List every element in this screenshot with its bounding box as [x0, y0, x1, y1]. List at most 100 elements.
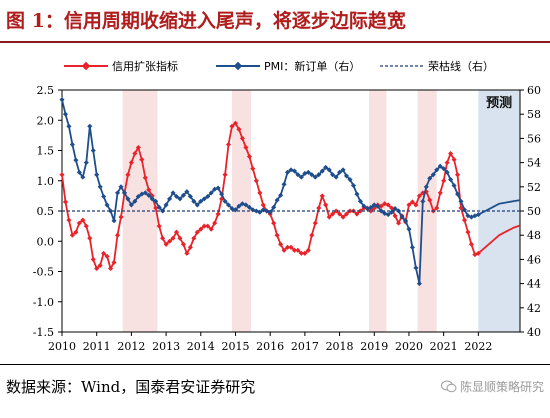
x-tick-label-8: 2018 [326, 340, 354, 353]
credit-point-96 [392, 213, 398, 219]
y-right-tick-label-1: 42 [527, 302, 541, 315]
credit-point-74 [316, 205, 322, 211]
credit-point-101 [409, 199, 415, 205]
x-tick-label-6: 2016 [256, 340, 284, 353]
pmi-point-112 [448, 176, 454, 183]
credit-point-9 [90, 256, 96, 262]
credit-point-7 [83, 223, 89, 229]
wechat-icon [440, 380, 457, 393]
pmi-point-39 [194, 202, 200, 208]
pmi-point-72 [309, 172, 315, 178]
credit-point-17 [118, 214, 124, 220]
credit-point-23 [139, 157, 145, 163]
credit-point-75 [319, 193, 325, 199]
credit-point-38 [191, 235, 197, 241]
pmi-point-94 [385, 212, 391, 218]
credit-point-43 [208, 226, 214, 232]
chart-legend: 信用扩张指标 PMI：新订单（右） 荣枯线（右） [0, 56, 550, 78]
pmi-point-85 [354, 191, 360, 197]
pmi-point-103 [416, 281, 422, 287]
pmi-point-9 [90, 147, 96, 154]
x-tick-label-10: 2020 [395, 340, 423, 353]
pmi-point-17 [118, 184, 124, 190]
credit-point-33 [173, 229, 180, 235]
pmi-point-68 [295, 172, 301, 178]
pmi-point-31 [167, 196, 173, 202]
credit-point-89 [368, 208, 374, 214]
credit-point-69 [298, 250, 304, 256]
pmi-point-15 [111, 218, 117, 224]
credit-point-61 [271, 220, 277, 226]
credit-point-31 [167, 238, 173, 244]
credit-point-70 [302, 250, 308, 256]
credit-point-35 [180, 241, 186, 247]
credit-point-28 [156, 223, 162, 229]
credit-point-86 [357, 208, 363, 214]
credit-point-34 [177, 235, 183, 241]
title-divider [0, 41, 550, 43]
y-left-tick-label-7: 2.0 [37, 114, 55, 127]
pmi-point-37 [187, 193, 193, 200]
pmi-point-7 [83, 160, 89, 166]
credit-point-5 [76, 220, 82, 226]
pmi-point-120 [475, 212, 481, 218]
credit-point-77 [326, 214, 332, 220]
credit-point-97 [396, 220, 402, 226]
credit-point-14 [108, 265, 114, 272]
x-tick-label-1: 2011 [83, 340, 111, 353]
x-tick-label-11: 2021 [430, 340, 458, 353]
y-right-tick-label-2: 44 [527, 278, 541, 291]
pmi-point-3 [69, 141, 75, 147]
watermark: 陈显顺策略研究 [440, 378, 544, 395]
credit-point-111 [444, 160, 450, 166]
credit-point-73 [312, 220, 318, 226]
credit-point-8 [87, 235, 93, 241]
y-right-tick-label-4: 48 [527, 229, 541, 242]
y-left-tick-label-3: 0.0 [37, 235, 55, 248]
y-right-tick-label-5: 50 [527, 205, 541, 218]
pmi-point-16 [115, 190, 121, 196]
pmi-point-13 [104, 202, 110, 208]
pmi-point-69 [298, 174, 304, 180]
legend-swatch-credit [64, 61, 108, 71]
pmi-point-110 [441, 166, 447, 172]
pmi-point-99 [402, 218, 409, 224]
pmi-point-1 [62, 111, 69, 117]
pmi-point-46 [219, 191, 225, 197]
legend-label-pmi: PMI：新订单（右） [264, 60, 361, 73]
credit-point-95 [389, 205, 395, 211]
legend-item-boom-bust: 荣枯线（右） [380, 58, 494, 74]
pmi-point-6 [80, 174, 86, 180]
pmi-point-0 [59, 97, 65, 103]
y-right-tick-label-8: 56 [527, 132, 541, 145]
credit-point-94 [385, 202, 391, 208]
pmi-point-33 [173, 193, 180, 200]
x-tick-label-9: 2019 [360, 340, 388, 353]
credit-point-51 [236, 126, 242, 132]
credit-point-32 [170, 235, 176, 241]
pmi-point-8 [87, 123, 93, 129]
credit-point-39 [194, 229, 200, 235]
pmi-point-45 [215, 185, 221, 191]
x-tick-label-7: 2017 [291, 340, 319, 353]
credit-point-27 [153, 205, 159, 211]
pmi-point-96 [392, 206, 398, 212]
pmi-point-4 [73, 157, 79, 163]
credit-point-65 [284, 244, 291, 250]
credit-point-66 [288, 244, 294, 250]
credit-point-6 [80, 217, 86, 223]
y-right-tick-label-10: 60 [527, 84, 541, 97]
pmi-point-11 [97, 184, 103, 190]
credit-point-117 [465, 229, 471, 235]
credit-point-102 [413, 202, 419, 208]
credit-point-29 [160, 235, 166, 241]
x-tick-label-4: 2014 [187, 340, 215, 353]
pmi-point-5 [76, 169, 82, 175]
credit-point-72 [309, 232, 315, 238]
y-right-tick-label-3: 46 [527, 253, 541, 266]
credit-point-54 [246, 153, 252, 160]
pmi-point-32 [170, 190, 176, 196]
pmi-point-106 [427, 175, 433, 181]
x-tick-label-3: 2013 [152, 340, 180, 353]
credit-point-40 [198, 226, 204, 232]
